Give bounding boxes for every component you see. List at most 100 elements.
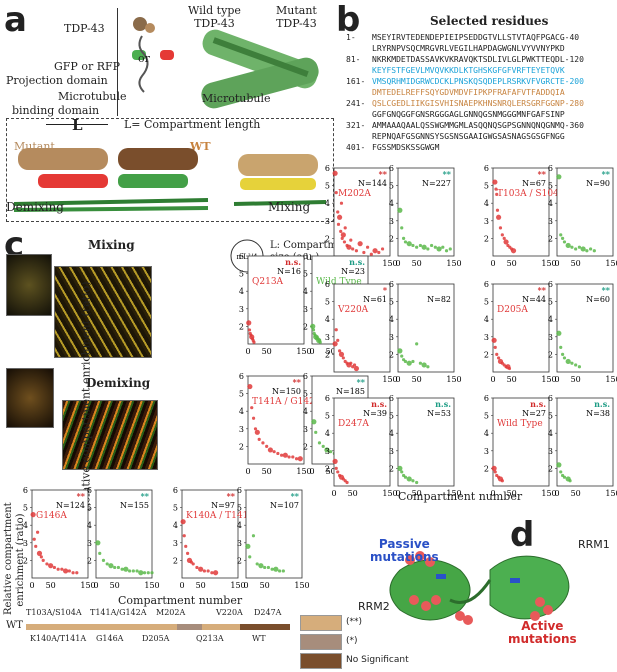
x-tick-label: 0 <box>309 467 314 476</box>
data-point <box>52 565 57 570</box>
active-residues <box>405 551 553 625</box>
x-tick-label: 50 <box>326 467 336 476</box>
y-tick-label: 6 <box>389 394 394 403</box>
y-tick-label: 3 <box>325 333 330 342</box>
sequence-line: 241- QSLCGEDLIIKGISVHISNAEPKHNSNRQLERSGRF… <box>346 98 584 109</box>
y-tick-label: 2 <box>87 556 92 565</box>
y-tick-label: 6 <box>389 164 394 173</box>
domain-bracket <box>117 8 118 116</box>
n-count: N=38 <box>586 409 610 418</box>
sequence-line: REPNQAFGSGNNSYSGSNSGAAIGWGSASNAGSGSGFNGG <box>346 131 584 142</box>
data-point <box>254 429 260 435</box>
y-tick-label: 3 <box>389 333 394 342</box>
y-tick-label: 4 <box>484 429 489 438</box>
data-point <box>562 475 567 479</box>
passive-residues <box>436 574 520 583</box>
data-point <box>411 243 415 248</box>
y-tick-label: 5 <box>303 390 308 399</box>
data-point <box>406 241 412 247</box>
y-tick-label: 4 <box>389 429 394 438</box>
xlabel-right: Compartment number <box>398 490 523 503</box>
data-point <box>377 250 381 255</box>
data-point <box>310 323 316 329</box>
y-tick-label: 5 <box>303 270 308 279</box>
data-point <box>418 361 422 365</box>
y-tick-label: 3 <box>484 447 489 456</box>
circle-formula: π·L²/4 <box>236 253 258 261</box>
n-count: N=185 <box>336 387 365 396</box>
x-tick-label: 0 <box>245 347 250 356</box>
data-point <box>265 444 269 448</box>
data-point <box>60 567 64 571</box>
y-tick-label: 6 <box>23 486 28 495</box>
plot-frame <box>245 489 303 579</box>
plot-frame <box>556 397 614 487</box>
y-tick-label: 3 <box>303 425 308 434</box>
sequence-line: KEYFSTFGEVLMVQVKKDLKTGHSKGFGFVRFTEYETQVK <box>346 65 584 76</box>
data-point <box>354 249 358 253</box>
significance-label: ** <box>538 169 547 179</box>
y-tick-label: 6 <box>239 252 244 261</box>
sequence-line: GGFGNQGGFGNSRGGGAGLGNNQGSNMGGGMNFGAFSINP <box>346 109 584 120</box>
data-point <box>562 240 567 244</box>
data-point <box>128 569 132 573</box>
data-point <box>206 569 210 573</box>
y-tick-label: 2 <box>303 442 308 451</box>
data-point <box>503 239 509 245</box>
data-point <box>252 340 256 344</box>
data-point <box>247 328 252 332</box>
data-point <box>366 245 370 249</box>
data-point <box>577 365 582 369</box>
y-tick-label: 2 <box>389 234 394 243</box>
data-point <box>346 244 352 250</box>
y-tick-label: 4 <box>484 199 489 208</box>
active-mutations-label: Active mutations <box>508 619 577 646</box>
data-point <box>507 366 512 371</box>
sequence-line-text: FGSSMDSKSSGWGM <box>372 143 440 152</box>
selected-residues-title: Selected residues <box>430 14 549 28</box>
sequence-line: DMTEDELREFFSQYGDVMDVFIPKPFRAFAFVTFADDQIA <box>346 87 584 98</box>
y-tick-label: 4 <box>325 199 330 208</box>
n-count: N=23 <box>341 267 365 276</box>
data-point <box>334 466 338 470</box>
significance-label: n.s. <box>530 399 546 409</box>
n-count: N=16 <box>277 267 301 276</box>
legend-label-2: (*) <box>346 636 358 646</box>
y-tick-label: 2 <box>173 556 178 565</box>
data-point <box>336 222 341 226</box>
data-point <box>255 562 259 566</box>
x-tick-label: 150 <box>144 581 159 590</box>
sequence-line-text: QSLCGEDLIIKGISVHISNAEPKHNSNRQLERSGRFGGNP… <box>372 99 584 108</box>
n-count: N=82 <box>427 295 451 304</box>
y-tick-label: 3 <box>87 539 92 548</box>
y-tick-label: 3 <box>548 217 553 226</box>
data-point <box>510 248 517 254</box>
n-count: N=90 <box>586 179 610 188</box>
x-tick-label: 0 <box>245 467 250 476</box>
data-point <box>291 455 295 459</box>
data-point <box>426 247 430 251</box>
data-point <box>282 452 288 458</box>
significance-label: n.s. <box>349 257 365 267</box>
series-name: D247A <box>338 419 369 429</box>
mutant-label: Mutant TDP-43 <box>276 4 317 30</box>
x-tick-label: 150 <box>80 581 95 590</box>
n-count: N=61 <box>363 295 387 304</box>
data-point <box>338 349 342 353</box>
y-tick-label: 2 <box>389 464 394 473</box>
significance-label: ** <box>602 285 611 295</box>
significance-label: ** <box>227 491 236 501</box>
panel-letter-a: a <box>4 0 27 40</box>
bar-bottom-label: WT <box>252 634 266 643</box>
y-tick-label: 3 <box>239 305 244 314</box>
y-tick-label: 5 <box>325 412 330 421</box>
data-point <box>362 250 366 255</box>
n-count: N=60 <box>586 295 610 304</box>
plot-frame <box>397 397 455 487</box>
y-tick-label: 3 <box>303 305 308 314</box>
y-tick-label: 5 <box>548 182 553 191</box>
y-tick-label: 5 <box>548 298 553 307</box>
data-point <box>41 558 45 563</box>
